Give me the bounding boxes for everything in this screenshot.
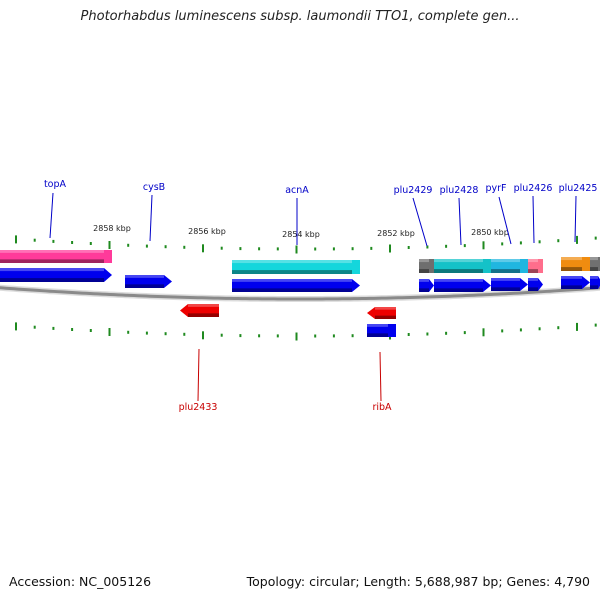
feature-shadow [419, 288, 429, 292]
feature-rev-18[interactable] [367, 307, 396, 319]
feature-highlight [367, 324, 388, 327]
feature-highlight [375, 307, 396, 310]
leader-line [49, 192, 54, 239]
feature-shadow [561, 285, 582, 289]
feature-fwd-8[interactable] [0, 268, 112, 282]
gene-label-cysB[interactable]: cysB [143, 182, 165, 193]
scale-label: 2854 kbp [282, 230, 320, 239]
feature-shadow [232, 270, 352, 274]
gene-label-ribA[interactable]: ribA [372, 402, 392, 413]
feature-fwd-13[interactable] [491, 278, 528, 291]
feature-highlight [419, 259, 429, 263]
scale-label: 2858 kbp [93, 224, 131, 233]
topology-text: Topology: circular; Length: 5,688,987 bp… [246, 574, 590, 589]
feature-shadow [590, 267, 598, 271]
feature-shadow [590, 285, 598, 289]
feature-highlight [491, 259, 520, 263]
feature-outer-1[interactable] [232, 260, 360, 274]
feature-outer-5[interactable] [528, 259, 543, 273]
feature-shadow [528, 269, 538, 273]
feature-highlight [125, 275, 164, 278]
feature-outer-7[interactable] [590, 257, 600, 271]
feature-highlight [188, 304, 219, 307]
feature-shadow [434, 288, 483, 292]
feature-fwd-15[interactable] [561, 276, 590, 289]
leader-line [379, 351, 382, 402]
feature-shadow [0, 259, 104, 263]
feature-highlight [528, 278, 538, 281]
feature-outer-0[interactable] [0, 250, 112, 263]
feature-shadow [375, 315, 396, 319]
scale-label: 2850 kbp [471, 228, 509, 237]
feature-highlight [232, 279, 352, 282]
gene-label-plu2426[interactable]: plu2426 [514, 183, 553, 194]
gene-label-plu2429[interactable]: plu2429 [394, 185, 433, 196]
feature-highlight [232, 260, 352, 264]
feature-shadow [125, 284, 164, 288]
feature-highlight [0, 250, 104, 253]
leader-line [498, 196, 512, 245]
feature-highlight [434, 259, 483, 263]
feature-shadow [434, 269, 483, 273]
feature-shadow [491, 269, 520, 273]
leader-line [574, 195, 577, 243]
gene-label-pyrF[interactable]: pyrF [485, 183, 506, 194]
feature-outer-4[interactable] [491, 259, 528, 273]
feature-outer-3[interactable] [434, 259, 491, 273]
feature-shadow [367, 333, 388, 337]
scale-label: 2852 kbp [377, 229, 415, 238]
leader-line [197, 348, 200, 402]
gene-label-topA[interactable]: topA [44, 179, 67, 190]
feature-fwd-9[interactable] [125, 275, 172, 288]
scale-label: 2856 kbp [188, 227, 226, 236]
gene-label-plu2428[interactable]: plu2428 [440, 185, 479, 196]
feature-highlight [590, 276, 598, 279]
feature-shadow [188, 313, 219, 317]
genome-backbone [0, 286, 600, 301]
feature-shadow [528, 287, 538, 291]
gene-label-acnA[interactable]: acnA [285, 185, 309, 196]
leader-line [412, 197, 428, 247]
leader-line [458, 197, 462, 246]
feature-highlight [528, 259, 538, 263]
feature-highlight [590, 257, 598, 261]
feature-highlight [434, 279, 483, 282]
feature-shadow [0, 278, 104, 282]
feature-outer-6[interactable] [561, 257, 590, 271]
gene-label-plu2433[interactable]: plu2433 [179, 402, 218, 413]
feature-fwd-16[interactable] [590, 276, 600, 289]
feature-shadow [419, 269, 429, 273]
feature-highlight [419, 279, 429, 282]
leader-line [149, 194, 153, 242]
accession-text: Accession: NC_005126 [9, 574, 152, 589]
feature-rev-17[interactable] [180, 304, 219, 317]
feature-rev2-19[interactable] [367, 324, 396, 337]
feature-shadow [232, 288, 352, 292]
feature-highlight [0, 268, 104, 272]
map-title: Photorhabdus luminescens subsp. laumondi… [80, 9, 520, 24]
feature-outer-2[interactable] [419, 259, 434, 273]
feature-highlight [491, 278, 520, 281]
gene-label-plu2425[interactable]: plu2425 [559, 183, 598, 194]
feature-fwd-14[interactable] [528, 278, 543, 291]
feature-fwd-11[interactable] [419, 279, 434, 292]
feature-fwd-10[interactable] [232, 279, 360, 292]
feature-shadow [491, 287, 520, 291]
feature-highlight [561, 276, 582, 279]
feature-fwd-12[interactable] [434, 279, 491, 292]
leader-line [532, 195, 535, 244]
feature-shadow [561, 267, 582, 271]
feature-highlight [561, 257, 582, 261]
